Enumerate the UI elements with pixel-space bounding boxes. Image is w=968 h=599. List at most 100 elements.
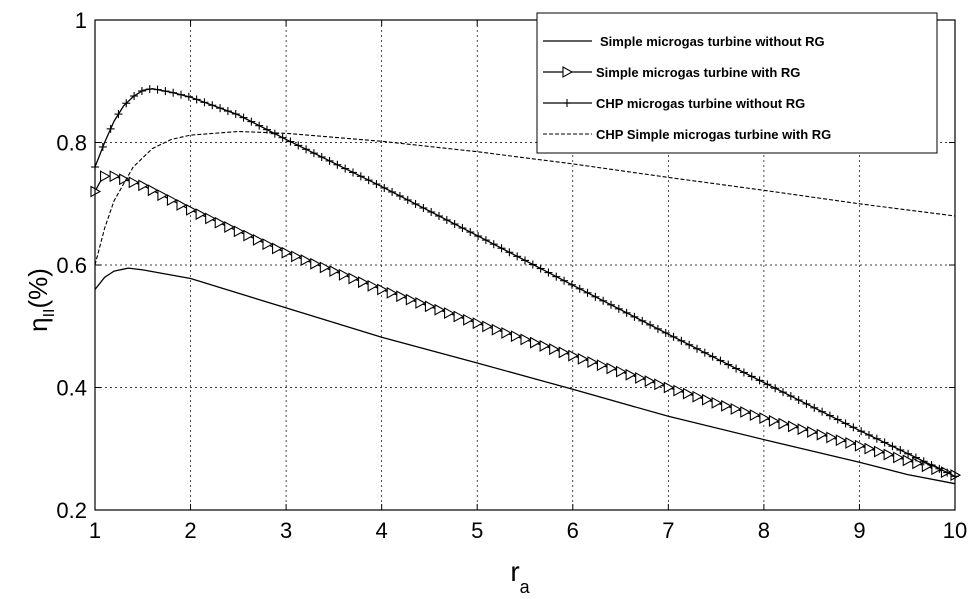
series-point (386, 286, 398, 299)
series-point (810, 403, 819, 412)
series-point (552, 272, 561, 281)
series-point (661, 328, 670, 337)
series-point (223, 107, 232, 116)
series-point (638, 316, 647, 325)
series-point (434, 303, 446, 316)
x-tick-label: 4 (376, 518, 388, 543)
series-point (872, 434, 881, 443)
series-point (513, 252, 522, 261)
series-point (338, 268, 350, 281)
x-tick-label: 9 (853, 518, 865, 543)
series-point (176, 199, 188, 211)
series-point (472, 317, 484, 330)
series-point (424, 300, 436, 313)
series-point (224, 221, 235, 233)
series-point (816, 428, 828, 441)
series-point (749, 409, 761, 421)
series-point (747, 372, 756, 381)
x-tick-label: 7 (662, 518, 674, 543)
series-point (333, 160, 342, 169)
series-point (544, 268, 553, 277)
legend-item-4: CHP Simple microgas turbine with RG (543, 127, 831, 142)
series-point (98, 142, 107, 151)
series-point (489, 240, 498, 249)
series-point (921, 460, 933, 473)
series-point (583, 288, 592, 297)
legend-box (536, 12, 938, 154)
series-point (763, 380, 772, 389)
series-point (841, 419, 850, 428)
series-point (700, 348, 709, 357)
series-point (300, 254, 312, 267)
series-point (482, 320, 493, 333)
series-point (721, 399, 732, 412)
series-point (510, 330, 522, 343)
series-point (854, 439, 866, 452)
series-point (826, 431, 837, 444)
y-axis-label-suffix: (%) (23, 268, 53, 308)
y-tick-label: 0.8 (56, 131, 87, 156)
series-point (530, 336, 541, 349)
series-point (137, 86, 146, 95)
series-point (501, 326, 513, 339)
series-point (380, 183, 389, 192)
series-point (558, 346, 570, 359)
series-2 (90, 170, 962, 482)
series-point (286, 137, 295, 146)
series-point (247, 117, 256, 126)
series-point (591, 292, 600, 301)
series-point (560, 276, 569, 285)
x-tick-label: 10 (943, 518, 967, 543)
series-point (883, 448, 895, 461)
series-point (904, 449, 913, 458)
series-point (474, 232, 483, 241)
x-tick-label: 1 (89, 518, 101, 543)
series-point (157, 189, 169, 202)
series-point (786, 392, 795, 401)
series-line-4 (94, 130, 956, 266)
series-point (119, 173, 130, 186)
x-axis-label: ra (510, 556, 530, 597)
series-4 (94, 130, 956, 266)
series-point (935, 464, 944, 473)
x-tick-label: 3 (280, 518, 292, 543)
series-point (616, 365, 627, 378)
series-point (919, 457, 928, 466)
legend-label: Simple microgas turbine without RG (600, 34, 825, 49)
series-point (818, 407, 827, 416)
series-point (147, 184, 159, 197)
series-point (169, 88, 178, 97)
series-point (233, 225, 245, 238)
series-point (505, 248, 514, 257)
series-point (450, 220, 459, 229)
series-point (755, 376, 764, 385)
series-point (231, 109, 240, 118)
series-point (912, 457, 923, 470)
series-point (768, 414, 780, 427)
series-point (716, 356, 725, 365)
series-point (880, 438, 889, 447)
series-point (622, 308, 631, 317)
series-point (864, 442, 876, 455)
series-point (587, 356, 599, 368)
series-point (458, 224, 467, 233)
series-point (788, 420, 799, 433)
series-point (874, 445, 885, 458)
series-point (669, 332, 678, 341)
y-axis-label-subscript: II (41, 309, 58, 318)
series-point (349, 168, 357, 177)
series-point (325, 156, 334, 165)
series-point (577, 352, 589, 365)
legend-marker-swatch (562, 66, 574, 78)
series-point (630, 312, 639, 321)
series-point (427, 207, 436, 216)
legend-item-2: Simple microgas turbine with RG (543, 65, 800, 80)
legend: Simple microgas turbine without RG Simple… (536, 12, 938, 154)
series-point (364, 176, 373, 185)
series-point (317, 153, 326, 162)
series-point (730, 403, 742, 415)
series-point (740, 406, 751, 418)
series-point (130, 92, 139, 101)
series-point (528, 260, 537, 269)
series-point (896, 446, 905, 455)
